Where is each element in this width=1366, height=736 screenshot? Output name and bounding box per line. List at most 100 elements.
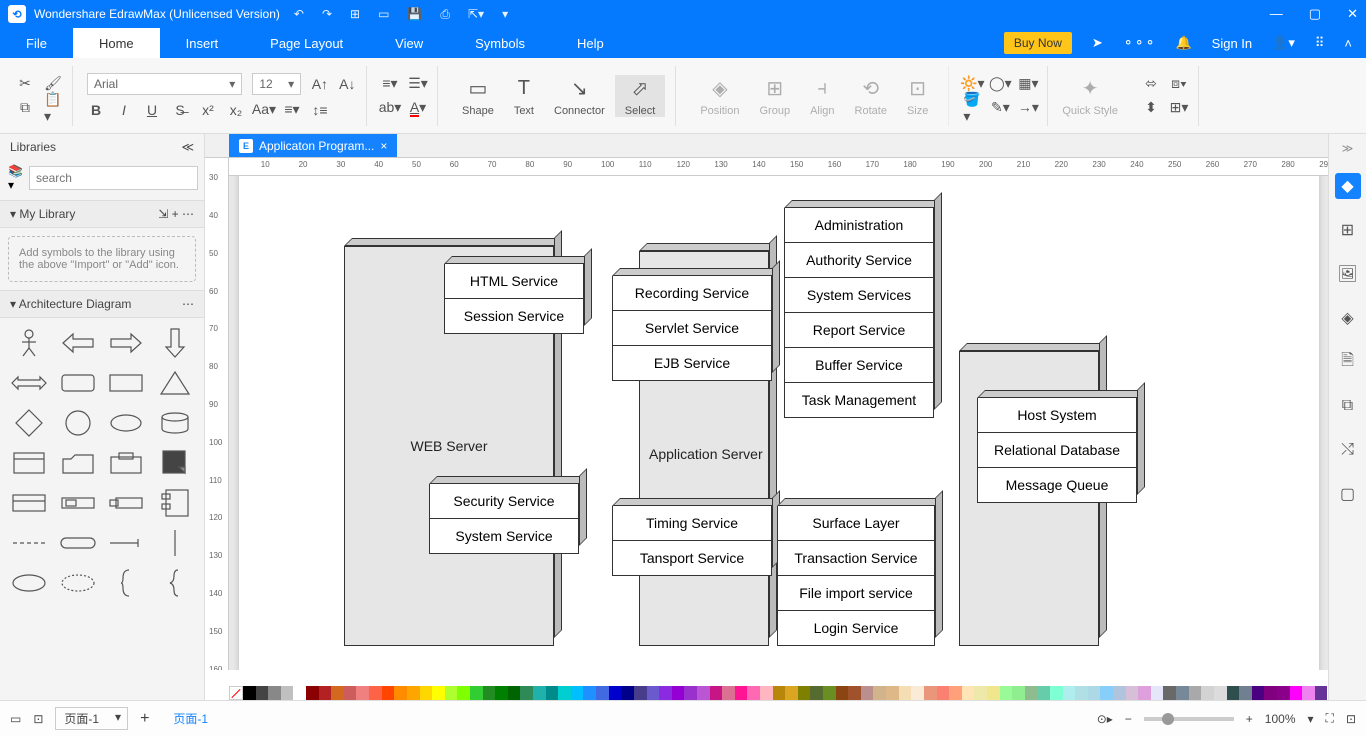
shape-line-end[interactable] [105, 526, 148, 560]
menu-view[interactable]: View [369, 28, 449, 58]
color-swatch[interactable] [710, 686, 723, 700]
page-panel-icon[interactable]: 🗎 [1335, 349, 1361, 375]
shape-person[interactable] [8, 326, 51, 360]
send-icon[interactable]: ➤ [1092, 35, 1103, 51]
apps-icon[interactable]: ⠿ [1315, 35, 1325, 51]
close-icon[interactable]: ✕ [1347, 6, 1358, 22]
buy-now-button[interactable]: Buy Now [1004, 32, 1072, 54]
color-swatch[interactable] [810, 686, 823, 700]
color-swatch[interactable] [1138, 686, 1151, 700]
shape-rect-round[interactable] [57, 366, 100, 400]
shape-arrow-lr[interactable] [8, 366, 51, 400]
shape-arrow-left[interactable] [57, 326, 100, 360]
doc-tab[interactable]: E Applicaton Program... × [229, 134, 397, 157]
color-swatch[interactable] [1088, 686, 1101, 700]
diagram-stack[interactable]: Host SystemRelational DatabaseMessage Qu… [977, 398, 1137, 503]
color-swatch[interactable] [1075, 686, 1088, 700]
color-swatch[interactable] [949, 686, 962, 700]
shape-oval-dash[interactable] [57, 566, 100, 600]
play-icon[interactable]: ⊙▸ [1097, 712, 1113, 726]
maximize-icon[interactable]: ▢ [1309, 6, 1321, 22]
shape-header[interactable] [8, 486, 51, 520]
layers-panel-icon[interactable]: ◈ [1335, 305, 1361, 331]
arch-section[interactable]: ▾ Architecture Diagram⋯ [0, 290, 204, 318]
color-swatch[interactable] [987, 686, 1000, 700]
menu-help[interactable]: Help [551, 28, 630, 58]
diagram-stack[interactable]: Surface LayerTransaction ServiceFile imp… [777, 506, 935, 646]
color-swatch[interactable] [319, 686, 332, 700]
shape-triangle[interactable] [154, 366, 197, 400]
color-swatch[interactable] [937, 686, 950, 700]
shape-tool[interactable]: ▭Shape [452, 75, 504, 117]
bell-icon[interactable]: 🔔 [1175, 35, 1191, 51]
color-swatch[interactable] [356, 686, 369, 700]
color-swatch[interactable] [899, 686, 912, 700]
color-swatch[interactable] [243, 686, 256, 700]
color-swatch[interactable] [647, 686, 660, 700]
more-icon[interactable]: ⋯ [182, 207, 194, 221]
color-swatch[interactable] [546, 686, 559, 700]
color-swatch[interactable] [1025, 686, 1038, 700]
color-swatch[interactable] [281, 686, 294, 700]
font-size-combo[interactable]: 12▾ [252, 73, 301, 95]
undo-icon[interactable]: ↶ [294, 7, 304, 22]
add-icon[interactable]: + [172, 207, 179, 221]
color-swatch[interactable] [1302, 686, 1315, 700]
color-swatch[interactable] [773, 686, 786, 700]
color-swatch[interactable] [1151, 686, 1164, 700]
color-swatch[interactable] [293, 686, 306, 700]
shape-ellipse[interactable] [105, 406, 148, 440]
add-page-icon[interactable]: + [140, 710, 149, 728]
present-panel-icon[interactable]: ▢ [1335, 481, 1361, 507]
color-swatch[interactable] [1000, 686, 1013, 700]
color-swatch[interactable] [369, 686, 382, 700]
line-icon[interactable]: ◯▾ [991, 75, 1009, 93]
bold-icon[interactable]: B [87, 101, 105, 119]
save-icon[interactable]: 💾 [407, 7, 422, 22]
grow-font-icon[interactable]: A↑ [311, 75, 328, 93]
shape-dash[interactable] [8, 526, 51, 560]
color-swatch[interactable] [432, 686, 445, 700]
fill-color-icon[interactable]: 🪣▾ [963, 99, 981, 117]
copy-icon[interactable]: ⧉ [16, 99, 34, 117]
shape-diamond[interactable] [8, 406, 51, 440]
bullets-icon[interactable]: ≡▾ [283, 101, 301, 119]
color-swatch[interactable] [760, 686, 773, 700]
color-swatch[interactable] [445, 686, 458, 700]
color-swatch[interactable] [508, 686, 521, 700]
shape-comp[interactable] [154, 486, 197, 520]
collapse-left-icon[interactable]: ≪ [181, 140, 194, 154]
distribute-icon[interactable]: ⊞▾ [1170, 99, 1188, 117]
cut-icon[interactable]: ✂ [16, 75, 34, 93]
shape-brace[interactable] [154, 566, 197, 600]
color-swatch[interactable] [785, 686, 798, 700]
color-swatch[interactable] [735, 686, 748, 700]
color-swatch[interactable] [1264, 686, 1277, 700]
history-panel-icon[interactable]: ⧉ [1335, 393, 1361, 419]
shape-note[interactable] [154, 446, 197, 480]
color-swatch[interactable] [836, 686, 849, 700]
shape-oval[interactable] [8, 566, 51, 600]
apps-panel-icon[interactable]: ⊞ [1335, 217, 1361, 243]
color-swatch[interactable] [722, 686, 735, 700]
open-icon[interactable]: ▭ [378, 7, 389, 22]
color-swatch[interactable] [1012, 686, 1025, 700]
shadow-icon[interactable]: ▦▾ [1019, 75, 1037, 93]
fullscreen-icon[interactable]: ⊡ [1346, 712, 1356, 726]
color-swatch[interactable] [747, 686, 760, 700]
color-swatch[interactable] [1252, 686, 1265, 700]
color-swatch[interactable] [848, 686, 861, 700]
import-icon[interactable]: ⇲ [158, 207, 168, 221]
shape-port[interactable] [105, 486, 148, 520]
zoom-level[interactable]: 100% [1265, 712, 1296, 726]
search-input[interactable] [29, 166, 198, 190]
minimize-icon[interactable]: — [1270, 6, 1283, 22]
crop-icon[interactable]: ⧈▾ [1170, 75, 1188, 93]
color-swatch[interactable] [331, 686, 344, 700]
color-swatch[interactable] [558, 686, 571, 700]
page-selector[interactable]: 页面-1▾ [55, 707, 128, 730]
color-swatch[interactable] [1037, 686, 1050, 700]
user-icon[interactable]: 👤▾ [1272, 35, 1295, 51]
diagram-stack[interactable]: Timing ServiceTansport Service [612, 506, 772, 576]
linespace-icon[interactable]: ↕≡ [311, 101, 329, 119]
